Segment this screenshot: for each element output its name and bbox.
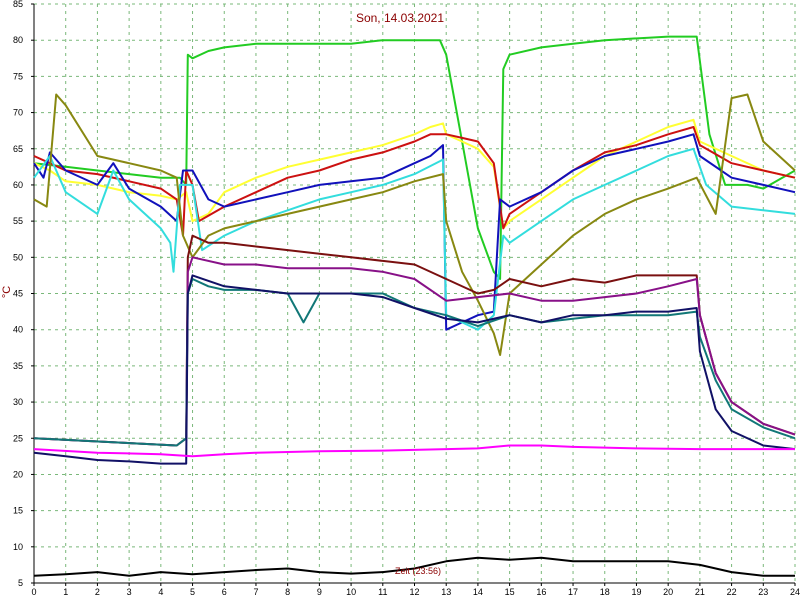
- y-tick-label: 50: [13, 252, 23, 262]
- y-tick-label: 85: [13, 0, 23, 9]
- x-tick-label: 22: [727, 587, 737, 597]
- x-tick-label: 14: [473, 587, 483, 597]
- x-tick-label: 15: [505, 587, 515, 597]
- series-line-3: [33, 126, 796, 237]
- x-tick-label: 2: [95, 587, 100, 597]
- series-line-1: [33, 35, 796, 280]
- y-tick-label: 70: [13, 108, 23, 118]
- series-line-6: [33, 93, 796, 356]
- chart-title: Son, 14.03.2021: [356, 11, 444, 25]
- x-tick-label: 4: [158, 587, 163, 597]
- series-line-5: [33, 147, 796, 331]
- x-axis-label: Zeit (23:56): [395, 566, 441, 576]
- series-line-8: [33, 256, 796, 447]
- x-tick-label: 11: [378, 587, 387, 597]
- x-tick-label: 3: [127, 587, 132, 597]
- y-tick-label: 5: [18, 578, 23, 588]
- y-tick-label: 80: [13, 35, 23, 45]
- y-tick-label: 30: [13, 397, 23, 407]
- x-tick-label: 10: [346, 587, 356, 597]
- series-group: [33, 35, 796, 577]
- x-tick-label: 6: [222, 587, 227, 597]
- x-tick-label: 17: [568, 587, 578, 597]
- x-tick-label: 9: [317, 587, 322, 597]
- x-tick-label: 5: [190, 587, 195, 597]
- y-tick-label: 20: [13, 469, 23, 479]
- x-tick-label: 7: [253, 587, 258, 597]
- x-tick-label: 19: [631, 587, 641, 597]
- y-tick-label: 10: [13, 542, 23, 552]
- y-axis-label: °C: [1, 286, 13, 298]
- x-tick-label: 0: [31, 587, 36, 597]
- x-tick-label: 24: [790, 587, 800, 597]
- y-tick-label: 25: [13, 433, 23, 443]
- x-tick-label: 18: [600, 587, 610, 597]
- x-tick-label: 1: [63, 587, 68, 597]
- series-line-10: [33, 274, 796, 465]
- y-tick-label: 75: [13, 71, 23, 81]
- y-tick-label: 60: [13, 180, 23, 190]
- x-tick-label: 23: [758, 587, 768, 597]
- x-tick-label: 13: [441, 587, 451, 597]
- series-line-4: [33, 133, 796, 331]
- y-tick-label: 45: [13, 289, 23, 299]
- y-tick-label: 15: [13, 506, 23, 516]
- x-tick-label: 20: [663, 587, 673, 597]
- series-line-12: [33, 556, 795, 577]
- x-tick-label: 8: [285, 587, 290, 597]
- series-line-2: [33, 118, 796, 230]
- x-tick-label: 16: [536, 587, 546, 597]
- x-tick-label: 12: [409, 587, 419, 597]
- y-tick-label: 40: [13, 325, 23, 335]
- y-tick-label: 35: [13, 361, 23, 371]
- tick-labels: 0 1 2 3 4 5 6 7 8 9 10 11 12 13 14 15 16 17 18 19 20 21 22 23 24…: [13, 0, 800, 597]
- y-tick-label: 55: [13, 216, 23, 226]
- y-tick-label: 65: [13, 144, 23, 154]
- x-tick-label: 21: [695, 587, 705, 597]
- series-line-11: [33, 444, 795, 458]
